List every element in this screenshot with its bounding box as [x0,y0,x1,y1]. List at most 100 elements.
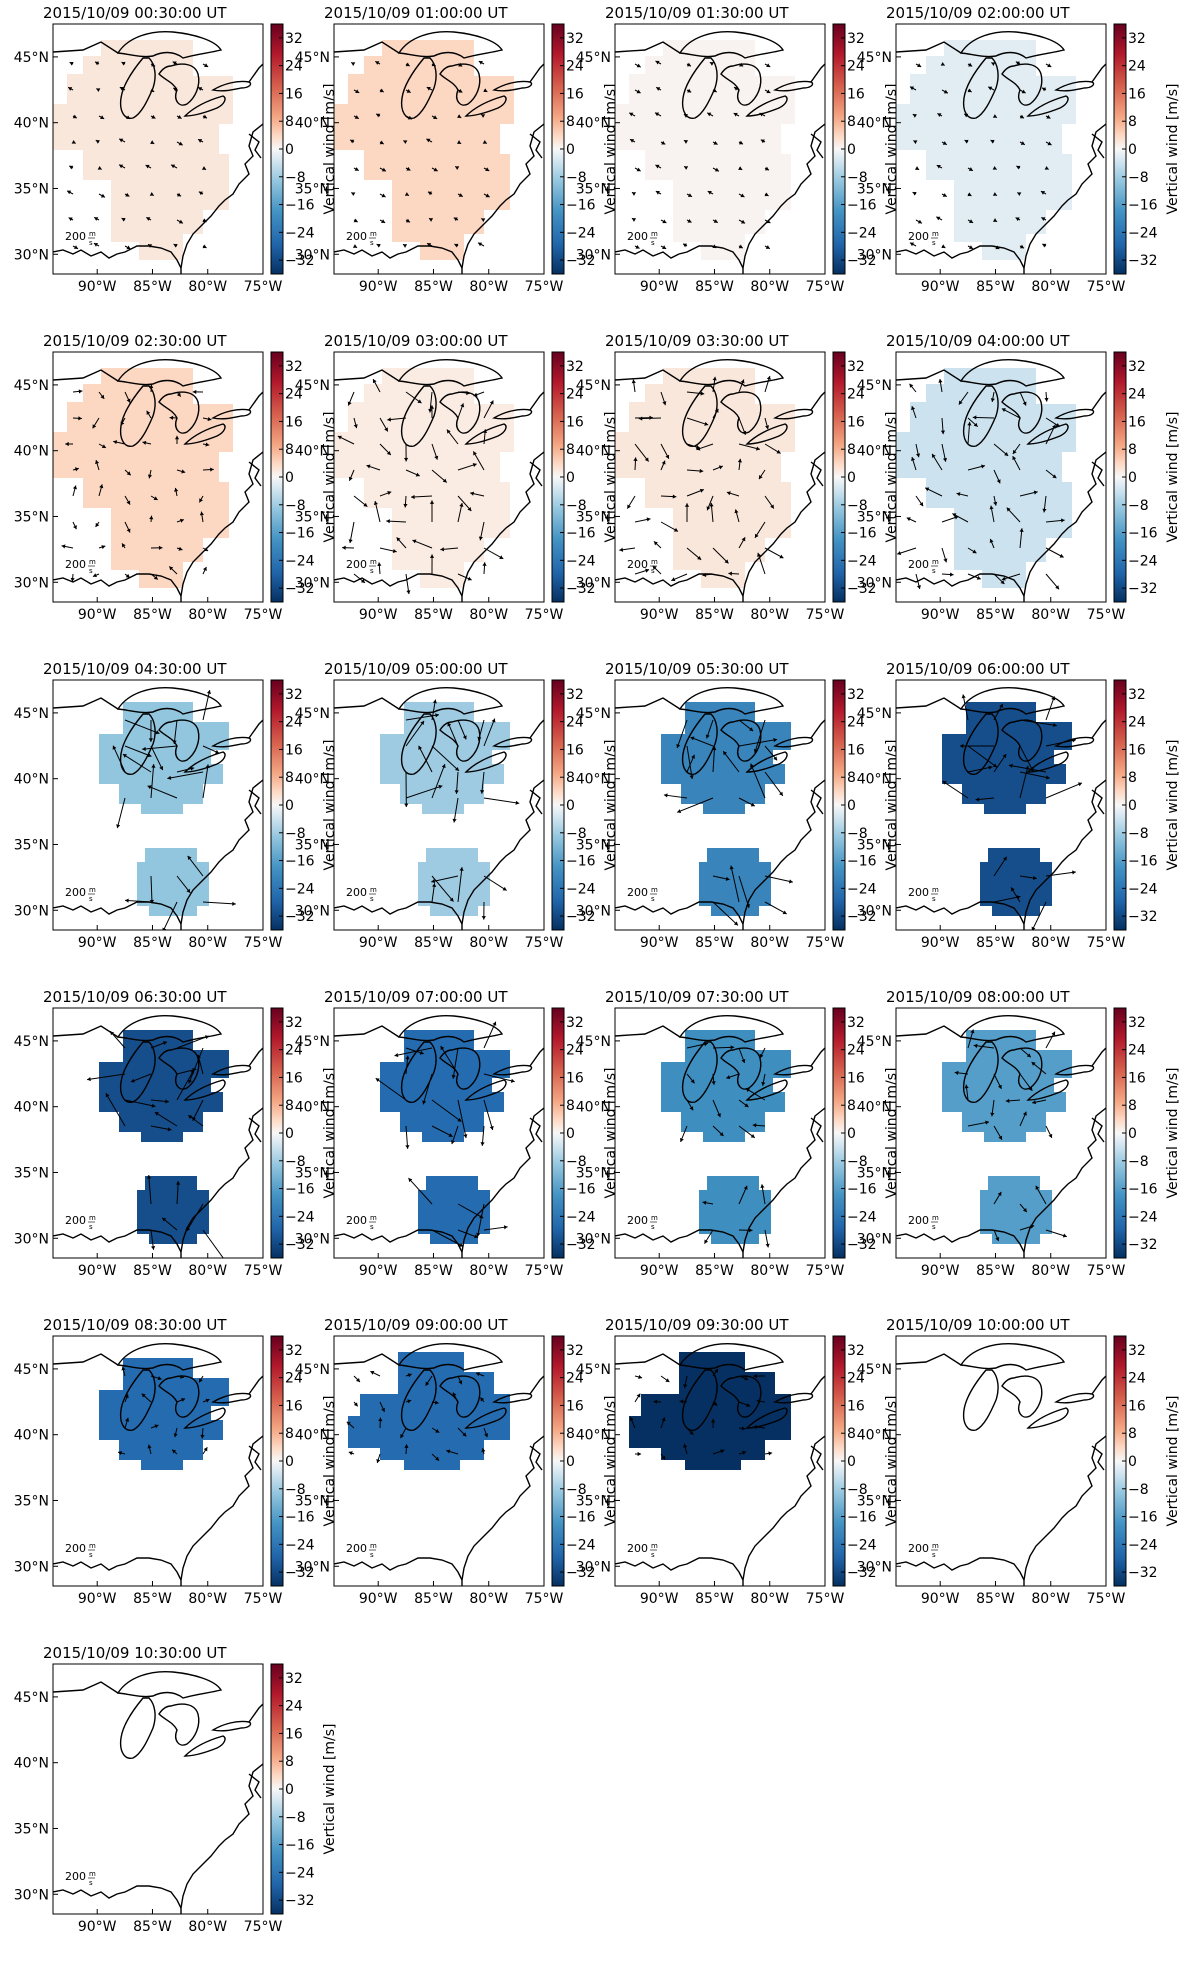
lon-tick-label: 80°W [1031,1591,1070,1607]
wind-arrow [176,391,182,397]
wind-arrow [712,1449,725,1455]
wind-arrow [1032,1099,1047,1105]
wind-region [699,1176,771,1244]
colorbar-tick-label: 16 [285,86,303,102]
wind-arrow [759,112,766,117]
wind-arrow [348,521,355,544]
wind-arrow [706,112,714,117]
wind-arrow [682,243,688,248]
wind-arrow [405,1125,410,1149]
wind-arrow [1019,490,1038,497]
wind-arrow [477,719,485,741]
wind-arrow [150,1125,172,1132]
map-frame [614,23,826,275]
lon-tick-label: 75°W [806,935,845,951]
wind-arrow [991,62,996,67]
panel-title: 2015/10/09 08:00:00 UT [886,988,1070,1006]
wind-arrow [993,856,1008,877]
wind-arrow [676,719,688,749]
wind-arrow [352,244,358,249]
wind-arrow [386,519,407,524]
quiver-key: 200 ms [346,558,377,575]
wind-arrow [176,766,195,773]
map-panel: 2015/10/09 07:00:00 UT 200 ms 45°N 40°N 35°N 3… [295,988,619,1279]
wind-arrow [753,1425,766,1430]
wind-arrow [481,901,486,920]
lon-tick-label: 75°W [525,279,564,295]
wind-arrow [1044,391,1049,402]
wind-arrow [142,440,152,445]
svg-text:s: s [932,567,936,575]
svg-text:200: 200 [627,558,648,571]
lon-tick-label: 80°W [469,279,508,295]
wind-arrow [941,193,948,198]
wind-arrow [478,521,485,541]
colorbar-tick-label: 24 [566,1043,584,1059]
wind-arrow [457,1229,479,1239]
lon-tick-label: 75°W [244,1263,283,1279]
quiver-key: 200 ms [627,1542,658,1559]
colorbar-tick-label: 32 [847,1015,865,1031]
wind-arrow [686,88,692,93]
wind-arrow [124,521,131,533]
wind-arrow [686,218,692,223]
lon-tick-label: 90°W [640,1263,679,1279]
wind-arrow [764,495,775,509]
wind-arrow [483,797,520,805]
lat-tick-label: 35°N [14,181,49,197]
wind-arrow [404,771,409,808]
lat-tick-label: 45°N [14,706,49,722]
wind-arrow [712,88,718,93]
wind-arrow [426,242,433,247]
wind-arrow [964,139,969,144]
wind-arrow [1045,424,1056,445]
wind-arrow [764,166,770,171]
svg-text:m: m [89,886,96,894]
wind-arrow [176,1035,210,1049]
wind-arrow [738,244,744,249]
wind-arrow [116,797,126,829]
wind-arrow [941,572,954,577]
wind-arrow [121,61,126,66]
wind-arrow [712,376,717,393]
wind-arrow [1019,114,1025,119]
wind-arrow [660,1453,666,1460]
lon-tick-label: 85°W [414,607,453,623]
wind-arrow [168,566,178,575]
lat-tick-label: 40°N [576,1100,611,1116]
panel-title: 2015/10/09 01:30:00 UT [605,4,789,22]
wind-arrow [686,547,702,561]
colorbar-tick-label: −32 [566,253,596,269]
wind-arrow [202,547,209,552]
wind-arrow [121,543,126,549]
wind-arrow [1044,165,1049,170]
colorbar-tick-label: 0 [847,142,856,158]
wind-arrow [733,86,740,91]
lat-tick-label: 40°N [857,1100,892,1116]
wind-arrow [634,1451,642,1457]
colorbar-tick-label: 32 [1128,1343,1146,1359]
wind-arrow [631,191,636,196]
wind-arrow [412,539,433,549]
wind-arrow [176,219,184,224]
wind-region [615,40,795,260]
colorbar-tick-label: 24 [1128,59,1146,75]
wind-arrow [202,467,214,472]
wind-arrow [686,468,704,474]
lon-tick-label: 80°W [188,1591,227,1607]
wind-arrow [738,719,754,732]
lon-tick-label: 85°W [414,935,453,951]
wind-arrow [199,511,204,523]
wind-arrow [150,114,156,119]
wind-arrow [660,521,679,532]
map-panel: 2015/10/09 03:00:00 UT 200 ms 45°N 40°N 35°N 3… [295,332,619,623]
colorbar-tick-label: −8 [285,1810,306,1826]
svg-text:m: m [89,558,96,566]
colorbar-tick-label: 16 [566,1070,584,1086]
colorbar-tick-label: −32 [847,909,877,925]
lat-tick-label: 35°N [576,509,611,525]
wind-arrow [738,1047,746,1064]
map-frame [895,1335,1107,1587]
wind-region [137,848,209,916]
colorbar-tick-label: −24 [1128,1537,1158,1553]
